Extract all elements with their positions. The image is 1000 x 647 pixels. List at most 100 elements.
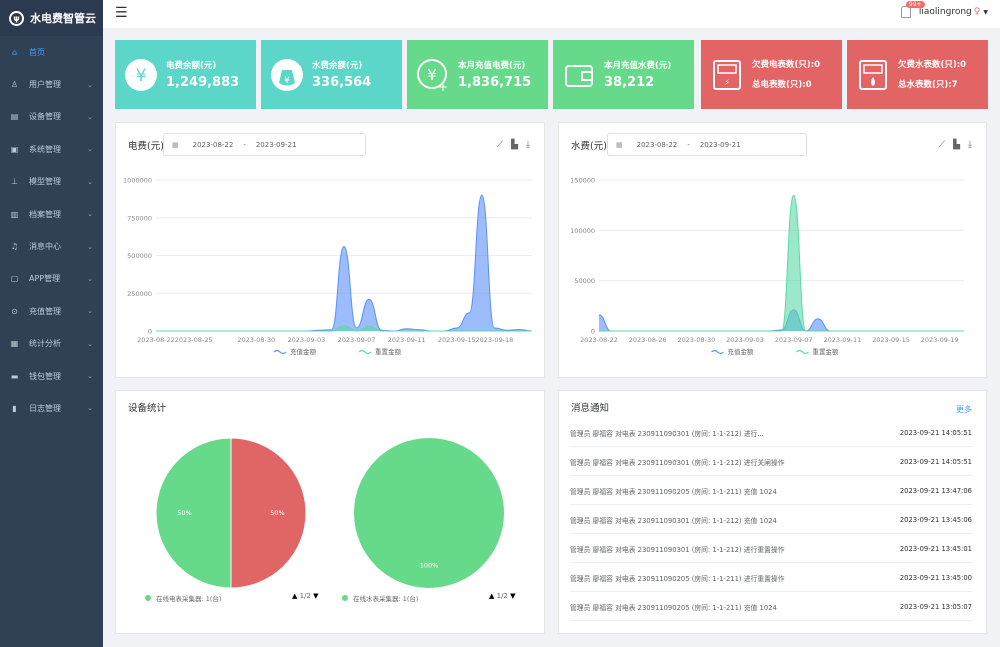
sidebar-item-label: 档案管理 [29,209,61,219]
caret-down-icon[interactable]: ▼ [983,8,988,16]
pie-slice[interactable] [354,438,504,588]
device-panel-title: 设备统计 [128,403,167,414]
sidebar-item-11[interactable]: ▮ 日志管理 ⌄ [0,392,103,424]
notification-bell-icon[interactable]: 99+ [900,1,925,18]
hamburger-menu-icon[interactable]: ☰ [115,5,128,21]
date-separator: - [687,140,690,149]
stat-card-4[interactable]: ⚡ 欠费电表数(只):0 总电表数(只):0 [701,40,842,109]
legend-label[interactable]: 重置金额 [813,347,840,356]
x-tick-label: 2023-08-30 [237,336,275,344]
pie-slice[interactable] [156,437,232,589]
username[interactable]: liaolingrong [918,7,972,17]
x-tick-label: 2023-08-22 [580,336,618,344]
legend-label[interactable]: 充值金额 [290,347,317,356]
y-tick-label: 750000 [127,214,152,222]
sidebar-item-6[interactable]: ♫ 消息中心 ⌄ [0,230,103,262]
line-chart-icon[interactable]: ⟋ [938,140,946,150]
sidebar-item-4[interactable]: ⊥ 模型管理 ⌄ [0,166,103,198]
message-panel: 消息通知 更多 管理员 廖福容 对电表 230911090301 (房间: 1-… [558,390,987,634]
download-icon[interactable]: ⤓ [968,140,972,150]
calendar-icon: ▦ [172,140,179,149]
card-line-2: 总水表数(只):7 [898,79,958,90]
user-avatar-icon[interactable]: ♀ [973,7,981,17]
legend-icon[interactable] [711,349,724,355]
pie-slice[interactable] [230,437,306,589]
sidebar-item-8[interactable]: ⊙ 充值管理 ⌄ [0,295,103,327]
download-icon[interactable]: ⤓ [526,140,530,150]
stat-card-1[interactable]: ¥ 水费余额(元) 336,564 [261,40,402,109]
electric-collector-pie: 50% 50% [156,437,306,589]
water-pie-legend[interactable]: 在线水表采集器: 1(台) [342,593,418,603]
app-logo[interactable]: ψ 水电费智管云 [0,0,103,36]
device-icon: ▤ [10,112,19,122]
message-row[interactable]: 管理员 廖福容 对电表 230911090301 (房间: 1-1-212) 进… [570,535,972,563]
chevron-down-icon: ⌄ [87,242,93,251]
wallet-icon: ▬ [10,371,19,381]
y-tick-label: 250000 [127,290,152,298]
series-line-1 [599,194,964,332]
stat-card-5[interactable]: 欠费水表数(只):0 总水表数(只):7 [847,40,988,109]
water-start-date[interactable]: 2023-08-22 [636,140,678,149]
message-row[interactable]: 管理员 廖福容 对电表 230911090301 (房间: 1-1-212) 充… [570,506,972,534]
pager-prev-icon[interactable]: ▲ [489,592,495,600]
water-end-date[interactable]: 2023-09-21 [699,140,741,149]
system-icon: ▣ [10,144,19,154]
sidebar-item-1[interactable]: ♙ 用户管理 ⌄ [0,68,103,100]
sidebar-item-label: APP管理 [29,274,61,284]
legend-icon[interactable] [796,349,809,355]
electric-end-date[interactable]: 2023-09-21 [255,140,297,149]
yen-plus-icon: ¥ + [416,58,450,92]
home-icon: ⌂ [11,47,18,57]
stat-card-3[interactable]: 本月充值水费(元) 38,212 [553,40,694,109]
bar-chart-icon[interactable]: ▙ [953,140,961,150]
sidebar-item-7[interactable]: ▢ APP管理 ⌄ [0,263,103,295]
svg-text:+: + [438,80,448,92]
electric-start-date[interactable]: 2023-08-22 [192,140,234,149]
x-tick-label: 2023-09-19 [921,336,959,344]
user-area[interactable]: 99+ liaolingrong ♀ ▼ [900,1,988,18]
water-date-range[interactable]: ▦ 2023-08-22 - 2023-09-21 [607,133,807,156]
pager-text: 1/2 [299,592,311,600]
legend-icon[interactable] [273,349,287,355]
pager-prev-icon[interactable]: ▲ [292,592,298,600]
archive-icon: ▥ [10,209,19,219]
sidebar-item-label: 日志管理 [29,403,61,413]
bar-chart-icon[interactable]: ▙ [511,140,519,150]
sidebar-item-2[interactable]: ▤ 设备管理 ⌄ [0,101,103,133]
pie-label: 50% [270,509,284,517]
sidebar-item-9[interactable]: ▦ 统计分析 ⌄ [0,328,103,360]
legend-label[interactable]: 重置金额 [375,347,402,356]
sidebar-item-10[interactable]: ▬ 钱包管理 ⌄ [0,360,103,392]
svg-text:¥: ¥ [136,66,147,86]
stat-card-0[interactable]: ¥ 电费余额(元) 1,249,883 [115,40,256,109]
stat-card-2[interactable]: ¥ + 本月充值电费(元) 1,836,715 [407,40,548,109]
line-chart-icon[interactable]: ⟋ [496,140,504,150]
legend-dot [145,595,151,601]
message-row[interactable]: 管理员 廖福容 对电表 230911090205 (房间: 1-1-211) 充… [570,593,972,621]
sidebar-item-label: 模型管理 [29,177,61,187]
electric-pie-legend[interactable]: 在线电表采集器: 1(台) [145,593,221,603]
chevron-down-icon: ⌄ [87,145,93,154]
pager-next-icon[interactable]: ▼ [510,592,516,600]
legend-label[interactable]: 充值金额 [728,347,755,356]
legend-icon[interactable] [358,349,372,355]
sidebar-item-label: 统计分析 [29,339,61,349]
message-time: 2023-09-21 13:05:07 [899,602,972,611]
more-messages-link[interactable]: 更多 [956,405,972,414]
pager-next-icon[interactable]: ▼ [313,592,319,600]
water-area-chart: 0 50000 100000 150000 2023-08-22 2023-08-26 20… [570,177,964,356]
chevron-down-icon: ⌄ [87,80,93,89]
electric-date-range[interactable]: ▦ 2023-08-22 - 2023-09-21 [163,133,366,156]
sidebar-item-5[interactable]: ▥ 档案管理 ⌄ [0,198,103,230]
message-row[interactable]: 管理员 廖福容 对电表 230911090301 (房间: 1-1-212) 进… [570,419,972,447]
message-row[interactable]: 管理员 廖福容 对电表 230911090205 (房间: 1-1-211) 充… [570,477,972,505]
card-line-1: 欠费水表数(只):0 [898,59,967,70]
message-row[interactable]: 管理员 廖福容 对电表 230911090301 (房间: 1-1-212) 进… [570,448,972,476]
water-fee-panel: 水费(元) ▦ 2023-08-22 - 2023-09-21 ⟋ ▙ ⤓ 0 5… [558,122,987,378]
sidebar-item-3[interactable]: ▣ 系统管理 ⌄ [0,133,103,165]
pie-label: 50% [177,509,191,517]
sidebar-item-0[interactable]: ⌂ 首页 [0,36,103,68]
y-tick-label: 500000 [127,252,152,260]
message-row[interactable]: 管理员 廖福容 对电表 230911090205 (房间: 1-1-211) 进… [570,564,972,592]
